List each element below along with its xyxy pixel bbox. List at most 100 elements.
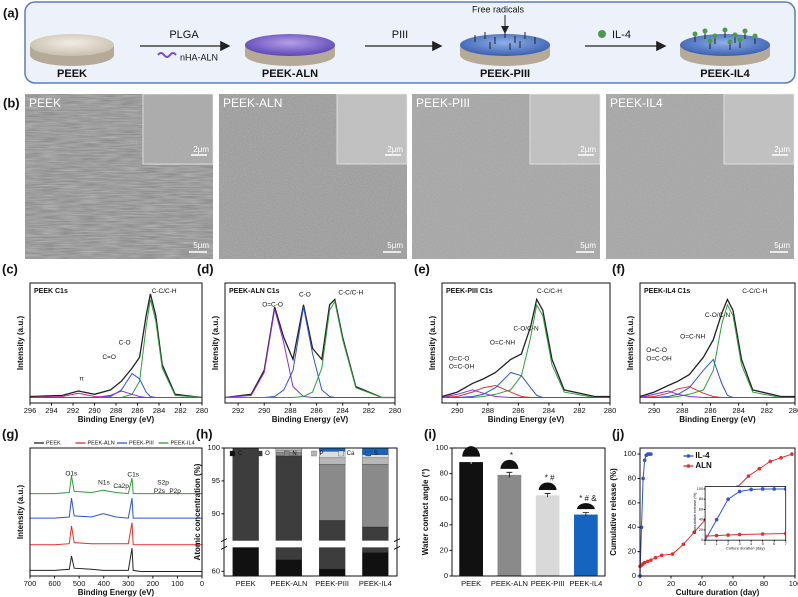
legend-label: S <box>374 451 378 457</box>
x-axis-label: Binding Energy (eV) <box>78 415 155 424</box>
annotation: P2s <box>154 488 166 495</box>
y-tick-label: 0 <box>444 571 448 580</box>
annotation: C1s <box>127 472 139 479</box>
series-line <box>639 453 651 577</box>
series-line <box>30 299 203 398</box>
x-tick-label: 280 <box>389 406 402 415</box>
panel-label: (g) <box>2 426 19 441</box>
y-tick-label: 40 <box>440 520 448 529</box>
x-axis-label: Binding Energy (eV) <box>679 415 756 424</box>
scale-label: 2μm <box>387 145 403 154</box>
x-tick-label: 280 <box>789 406 798 415</box>
y-tick-label: 60 <box>440 494 448 503</box>
legend-label: ALN <box>695 461 712 470</box>
x-tick-label: PEEK-IL4 <box>359 579 392 588</box>
plot-frame <box>639 282 796 404</box>
data-point <box>705 534 707 538</box>
y-tick-label: 60 <box>212 566 220 575</box>
schematic-frame <box>24 1 796 84</box>
x-tick-label: 288 <box>110 406 123 415</box>
chart-title: PEEK-PIII C1s <box>446 288 493 295</box>
x-tick-label: 284 <box>336 406 349 415</box>
y-axis-label: Atomic concentration (%) <box>193 463 202 560</box>
data-point <box>714 533 719 538</box>
data-point <box>790 452 794 456</box>
x-tick-label: PEEK-IL4 <box>569 579 602 588</box>
bar <box>535 495 560 576</box>
chart-title: PEEK C1s <box>34 288 68 295</box>
series-line <box>639 297 795 398</box>
panel-label: (i) <box>424 426 436 441</box>
data-point <box>726 497 730 502</box>
data-point <box>639 525 644 530</box>
scale-label: 5μm <box>774 241 790 250</box>
data-point <box>642 560 647 565</box>
sem-title: PEEK <box>29 96 61 110</box>
sem-title: PEEK-ALN <box>223 96 282 110</box>
series-line <box>30 522 202 546</box>
bar-segment <box>362 457 389 465</box>
bar <box>459 462 483 576</box>
y-axis-label: Water contact angle (°) <box>421 468 430 555</box>
plot-frame <box>441 282 611 404</box>
data-point <box>641 476 645 481</box>
legend-swatch <box>257 450 263 457</box>
x-tick-label: 700 <box>24 579 37 588</box>
annotation: O=C-O <box>646 347 667 354</box>
data-point <box>779 455 783 460</box>
annotation: C=O <box>102 354 116 361</box>
annotation: S2p <box>157 479 169 486</box>
x-tick-label: 280 <box>604 406 617 415</box>
x-tick-label: 286 <box>131 406 144 415</box>
x-tick-label: 20 <box>667 579 675 588</box>
sem-inset-texture <box>724 94 794 164</box>
chart-title: PEEK-IL4 C1s <box>644 288 690 295</box>
legend-marker <box>686 464 691 468</box>
schematic: (a) PEEK PEEK-ALN PEEK-PIII PEEK-IL4 PLG… <box>3 1 796 84</box>
scale-label: 5μm <box>193 241 209 250</box>
data-point <box>746 474 751 478</box>
series-line <box>442 303 610 398</box>
x-tick-label: PEEK-ALN <box>270 579 307 588</box>
annotation: N1s <box>98 479 110 486</box>
y-tick-label: 20 <box>628 547 636 556</box>
y-axis-label: Intensity (a.u.) <box>626 316 635 371</box>
significance: * <box>510 451 513 460</box>
sem-title: PEEK-PIII <box>416 96 470 110</box>
x-tick-label: 282 <box>573 406 586 415</box>
scale-label: 2μm <box>774 145 790 154</box>
x-tick-label: 600 <box>48 579 61 588</box>
data-point <box>670 552 675 556</box>
step-label: PEEK-IL4 <box>700 68 750 80</box>
sem-inset-texture <box>530 94 600 164</box>
inset-y-tick-label: 100 <box>697 487 703 491</box>
inset-x-tick-label: 7 <box>785 542 787 546</box>
disk <box>460 31 550 66</box>
x-tick-label: 286 <box>512 406 525 415</box>
x-tick-label: PEEK-PIII <box>315 579 349 588</box>
panel-label: (h) <box>196 426 213 441</box>
data-point <box>653 555 658 560</box>
inset-x-tick-label: 3 <box>739 542 741 546</box>
legend-label: Ca <box>347 451 355 457</box>
inset-y-tick-label: 40 <box>699 518 703 522</box>
x-axis-label: Binding Energy (eV) <box>272 415 349 424</box>
annotation: C-O/C-N <box>513 325 539 332</box>
x-tick-label: 288 <box>482 406 495 415</box>
legend-swatch <box>338 450 344 457</box>
annotation: O=C-NH <box>490 340 515 347</box>
data-point <box>705 538 707 541</box>
inset-y-tick-label: 20 <box>699 528 703 532</box>
series-line <box>29 392 202 398</box>
annotation: C-O <box>119 340 131 347</box>
data-point <box>692 530 697 534</box>
data-point <box>726 533 730 537</box>
y-tick-label: 100 <box>435 443 448 452</box>
data-point <box>760 487 765 491</box>
annotation: C-O <box>299 292 311 299</box>
data-point <box>649 452 653 456</box>
x-tick-label: 300 <box>122 579 135 588</box>
inset-x-tick-label: 5 <box>762 542 764 546</box>
bar-segment <box>362 464 389 528</box>
